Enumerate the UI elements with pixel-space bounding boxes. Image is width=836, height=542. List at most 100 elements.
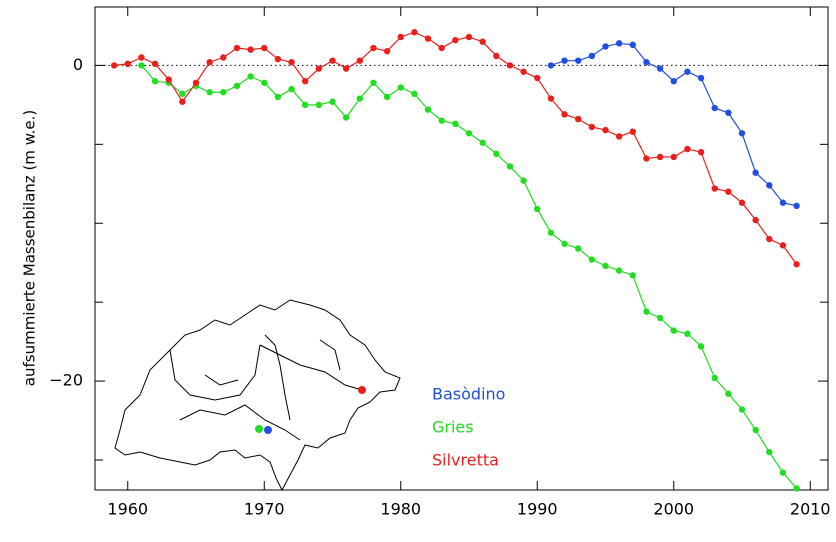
data-point [738, 199, 746, 206]
data-point [725, 109, 732, 116]
data-point [383, 93, 391, 101]
data-point [179, 98, 186, 105]
data-point [711, 185, 718, 192]
data-point [766, 182, 773, 189]
data-point [452, 36, 459, 44]
plot-frame [94, 6, 829, 491]
data-point [738, 406, 746, 413]
data-point [575, 115, 582, 123]
data-point [315, 101, 323, 109]
data-point [588, 256, 596, 263]
data-point [684, 68, 691, 75]
data-point [479, 38, 486, 45]
data-point [561, 111, 568, 118]
x-tick-label: 1960 [107, 500, 148, 519]
data-point [615, 133, 623, 140]
data-point [588, 52, 596, 60]
data-point [520, 68, 527, 75]
data-point [288, 59, 295, 66]
data-point [547, 95, 555, 102]
data-point [520, 177, 527, 184]
data-point [793, 202, 800, 210]
data-point [629, 272, 637, 279]
data-point [506, 163, 514, 170]
legend-label: Basòdino [432, 385, 505, 404]
data-point [124, 60, 131, 68]
legend-label: Silvretta [432, 451, 499, 470]
data-point [575, 57, 582, 64]
data-point [465, 130, 473, 137]
data-point [752, 426, 759, 434]
data-point [220, 54, 227, 61]
y-axis-label: aufsummierte Massenbilanz (m w.e.) [21, 110, 39, 386]
data-point [110, 62, 118, 69]
data-point [247, 73, 254, 80]
data-point [138, 54, 145, 61]
data-point [438, 44, 445, 52]
data-point [274, 93, 282, 101]
data-point [383, 47, 391, 55]
data-point [356, 95, 364, 102]
data-point [684, 145, 691, 153]
data-point [452, 120, 459, 128]
data-point [697, 74, 705, 82]
data-point [302, 101, 309, 109]
data-point [206, 59, 213, 66]
data-point [411, 29, 418, 36]
data-point [397, 84, 404, 91]
y-tick-label: 0 [73, 55, 83, 74]
data-point [656, 314, 664, 322]
data-point [138, 62, 145, 69]
data-point [342, 65, 350, 72]
data-point [656, 153, 664, 161]
data-point [261, 44, 268, 52]
data-point [411, 90, 418, 98]
data-point [547, 229, 555, 236]
data-point [602, 262, 609, 270]
x-tick-label: 1980 [380, 500, 421, 519]
data-point [602, 43, 609, 50]
data-point [247, 46, 254, 53]
data-point [670, 77, 677, 85]
data-point [670, 153, 677, 161]
data-point [424, 35, 432, 42]
data-point [575, 245, 582, 252]
data-point [793, 485, 800, 492]
data-point [711, 374, 718, 382]
data-point [506, 62, 514, 69]
x-tick-label: 1990 [517, 500, 558, 519]
data-point [206, 89, 213, 96]
data-point [670, 327, 677, 334]
data-point [165, 76, 172, 83]
data-point [438, 117, 445, 124]
data-point [370, 44, 377, 52]
y-tick-label: −20 [49, 371, 83, 390]
data-point [629, 128, 637, 135]
data-point [725, 188, 732, 195]
data-point [151, 60, 159, 68]
data-point [561, 240, 568, 247]
data-point [233, 82, 241, 90]
data-point [615, 40, 623, 47]
data-point [697, 343, 705, 350]
data-point [615, 267, 623, 274]
data-point [793, 261, 800, 268]
data-point [711, 104, 718, 112]
data-point [561, 57, 568, 64]
data-point [465, 33, 473, 41]
data-point [329, 98, 336, 105]
data-point [288, 85, 295, 93]
data-point [329, 57, 336, 64]
map-marker [264, 426, 272, 434]
data-point [779, 199, 787, 206]
data-point [752, 169, 759, 176]
data-point [534, 205, 541, 213]
data-point [766, 448, 773, 456]
data-point [274, 55, 282, 63]
data-point [493, 52, 500, 60]
data-point [179, 90, 186, 98]
data-point [547, 62, 555, 69]
data-point [397, 33, 404, 41]
data-point [684, 330, 691, 337]
